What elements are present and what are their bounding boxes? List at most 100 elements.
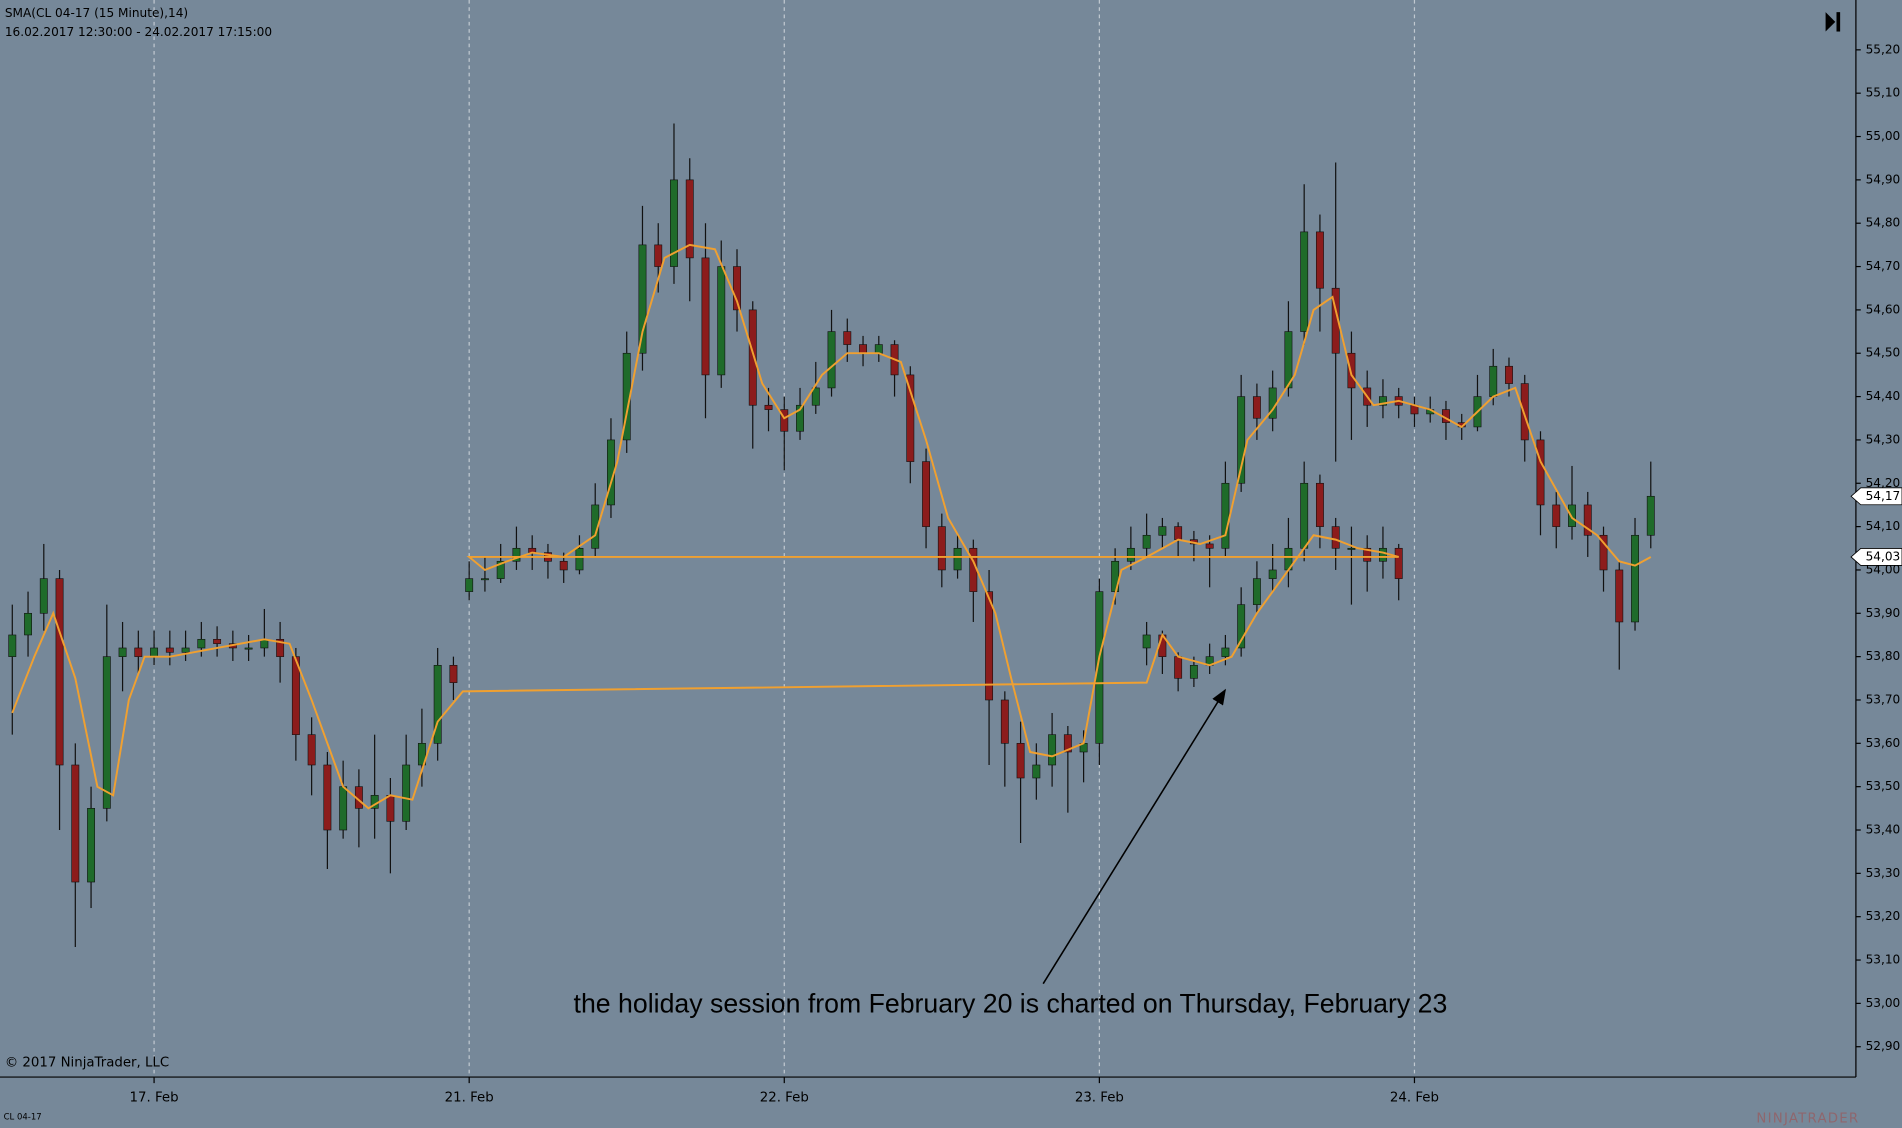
candle-body: [1552, 504, 1561, 527]
candle: [685, 158, 694, 302]
candle: [1631, 517, 1639, 631]
candle-body: [307, 734, 316, 766]
price-marker: [1850, 548, 1902, 566]
candle-body: [1221, 647, 1230, 657]
candle-body: [685, 179, 694, 259]
candle-body: [906, 374, 915, 462]
candle-body: [102, 656, 111, 809]
candle: [1237, 587, 1246, 657]
candle-body: [1000, 699, 1009, 744]
candle: [181, 630, 190, 661]
y-tick-label: 52,90: [1866, 1039, 1901, 1053]
candle-body: [575, 547, 584, 571]
candle: [1126, 526, 1135, 570]
candle-body: [1095, 591, 1104, 744]
candle: [811, 361, 820, 414]
candle: [449, 656, 458, 700]
candle: [575, 535, 584, 575]
candle-body: [1315, 482, 1324, 527]
y-tick-label: 53,90: [1866, 606, 1901, 620]
candle: [1552, 491, 1561, 549]
instrument-label: CL 04-17: [4, 1113, 42, 1123]
x-tick-label: 24. Feb: [1390, 1091, 1439, 1106]
candle: [1252, 383, 1261, 440]
candle-body: [843, 331, 852, 345]
candle: [1599, 526, 1608, 592]
candle: [1048, 712, 1057, 787]
candle: [1268, 543, 1277, 592]
candle: [8, 604, 17, 735]
y-tick-label: 54,30: [1866, 432, 1901, 446]
candle: [1347, 331, 1356, 440]
candle-body: [1142, 534, 1151, 549]
candle: [1615, 561, 1624, 670]
candle-body: [1158, 526, 1167, 536]
candle: [638, 205, 647, 371]
candle-body: [465, 578, 474, 592]
candle: [591, 483, 600, 557]
candle: [433, 647, 442, 761]
date-range: 16.02.2017 12:30:00 - 24.02.2017 17:15:0…: [5, 25, 272, 39]
y-tick-label: 54,70: [1866, 259, 1901, 273]
x-tick-label: 17. Feb: [130, 1091, 179, 1106]
y-tick-label: 54,50: [1866, 346, 1901, 360]
y-tick-label: 54,40: [1866, 389, 1901, 403]
candle-body: [213, 638, 222, 644]
annotation: the holiday session from February 20 is …: [574, 989, 1448, 1019]
candle-body: [654, 244, 663, 267]
candle-body: [1315, 231, 1324, 289]
candle: [55, 569, 64, 831]
candle-body: [1347, 547, 1356, 550]
candle-body: [1536, 439, 1545, 506]
sma-line: [11, 243, 1652, 810]
candle-body: [339, 786, 348, 831]
candle: [1300, 184, 1309, 345]
candle-body: [55, 578, 64, 766]
candle: [87, 786, 96, 909]
candle-body: [1063, 734, 1072, 753]
candle-body: [276, 638, 285, 657]
x-tick-label: 23. Feb: [1075, 1091, 1124, 1106]
candle: [1221, 634, 1230, 666]
candle: [1000, 691, 1009, 787]
candle-body: [1300, 231, 1309, 332]
candle: [1252, 561, 1261, 614]
logo: NINJATRADER: [1756, 1111, 1859, 1126]
candle: [71, 743, 80, 948]
candle-body: [71, 764, 80, 883]
candle-body: [1615, 569, 1624, 623]
candle: [1646, 461, 1655, 549]
candle: [165, 630, 174, 666]
candle-body: [1237, 604, 1246, 649]
candle: [24, 591, 32, 657]
candle-body: [701, 257, 710, 376]
candle: [1536, 431, 1545, 536]
candle-body: [1331, 526, 1340, 549]
candle-body: [748, 309, 757, 406]
candle-body: [1205, 543, 1214, 549]
candle-body: [1505, 365, 1513, 384]
scroll-end-button[interactable]: [1825, 12, 1841, 32]
candle-body: [24, 612, 32, 636]
candle-body: [181, 647, 190, 653]
candle-body: [417, 743, 426, 766]
candle: [733, 249, 741, 332]
candle-body: [1599, 534, 1608, 571]
candle-body: [859, 344, 867, 354]
candle: [985, 569, 994, 765]
y-tick-label: 54,20: [1866, 476, 1901, 490]
y-tick-label: 53,60: [1866, 736, 1901, 750]
candle: [291, 647, 300, 761]
candle-body: [1174, 526, 1183, 540]
candle-body: [1126, 547, 1135, 562]
y-tick-label: 53,50: [1866, 779, 1901, 793]
candle: [922, 448, 931, 549]
candle-body: [1189, 665, 1198, 679]
x-tick-label: 21. Feb: [445, 1091, 494, 1106]
candle-body: [8, 634, 17, 657]
candle-body: [1379, 547, 1387, 562]
candle-body: [780, 409, 789, 432]
candle-body: [244, 647, 253, 650]
candle: [1363, 535, 1372, 592]
